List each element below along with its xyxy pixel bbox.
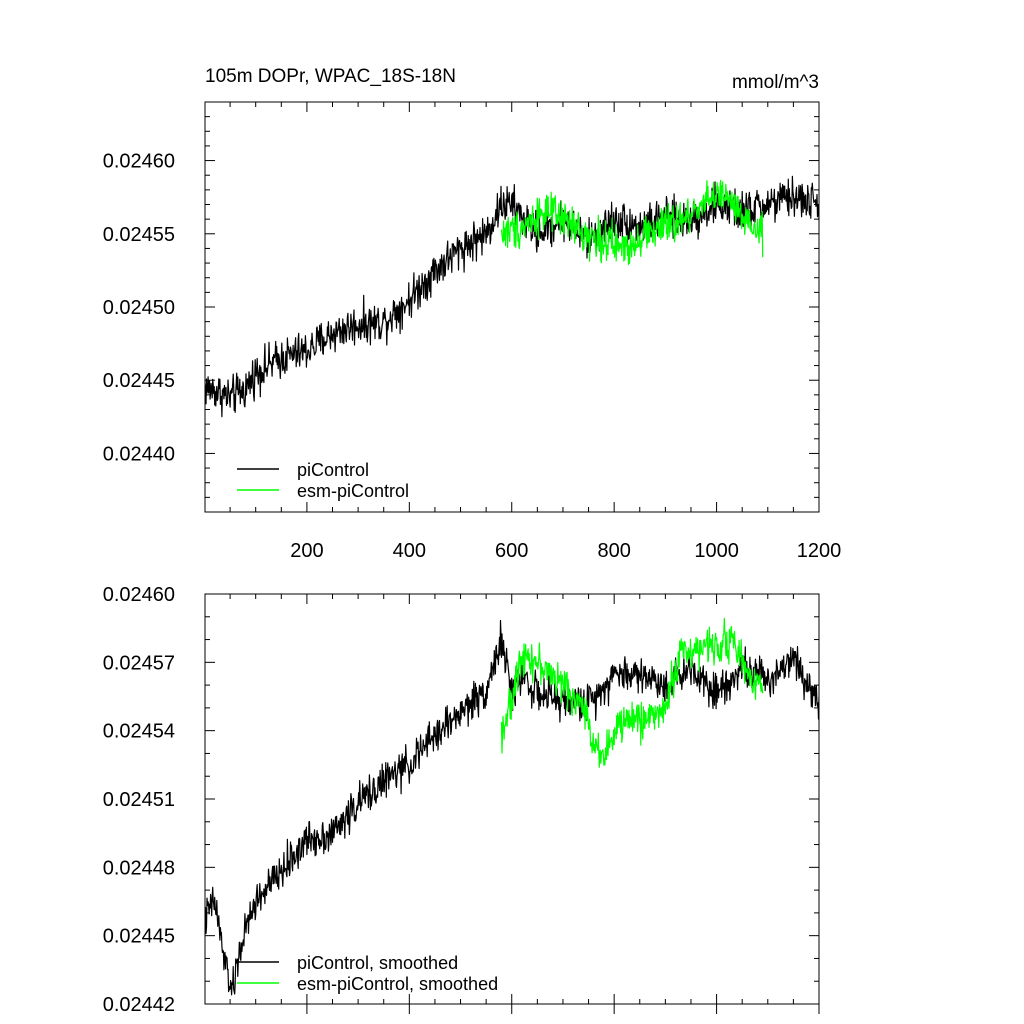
series-line-picontrol-smoothed [205, 619, 819, 996]
legend-label: piControl [297, 460, 369, 480]
series-line-esm-picontrol [500, 179, 764, 266]
x-tick-label: 200 [290, 540, 323, 562]
plot-frame [204, 101, 820, 513]
legend-label: esm-piControl [297, 481, 409, 501]
y-tick-label: 0.02457 [103, 652, 175, 674]
y-tick-label: 0.02445 [103, 926, 175, 948]
y-tick-label: 0.02450 [103, 297, 175, 319]
chart-title: 105m DOPr, WPAC_18S-18N [205, 66, 456, 87]
series-line-esm-picontrol-smoothed [500, 617, 764, 768]
units-label: mmol/m^3 [732, 72, 819, 93]
y-tick-label: 0.02442 [103, 994, 175, 1016]
y-tick-label: 0.02440 [103, 443, 175, 465]
y-tick-label: 0.02445 [103, 370, 175, 392]
x-tick-label: 400 [393, 540, 426, 562]
x-tick-label: 1000 [694, 540, 739, 562]
y-tick-label: 0.02451 [103, 789, 175, 811]
y-tick-label: 0.02455 [103, 224, 175, 246]
y-tick-label: 0.02460 [103, 151, 175, 173]
legend-label: piControl, smoothed [297, 953, 458, 973]
y-tick-label: 0.02460 [103, 584, 175, 606]
top-panel: 200 400 600 800 1000 1200 0.02440 0.02445 0.0245… [103, 66, 842, 562]
y-tick-label: 0.02454 [103, 721, 175, 743]
y-tick-label: 0.02448 [103, 857, 175, 879]
legend-label: esm-piControl, smoothed [297, 974, 498, 994]
x-tick-label: 600 [495, 540, 528, 562]
x-tick-label: 1200 [797, 540, 842, 562]
x-tick-label: 800 [597, 540, 630, 562]
bottom-panel: 0.02442 0.02445 0.02448 0.02451 0.02454 0.024… [103, 584, 820, 1016]
series-line-picontrol [205, 175, 819, 418]
